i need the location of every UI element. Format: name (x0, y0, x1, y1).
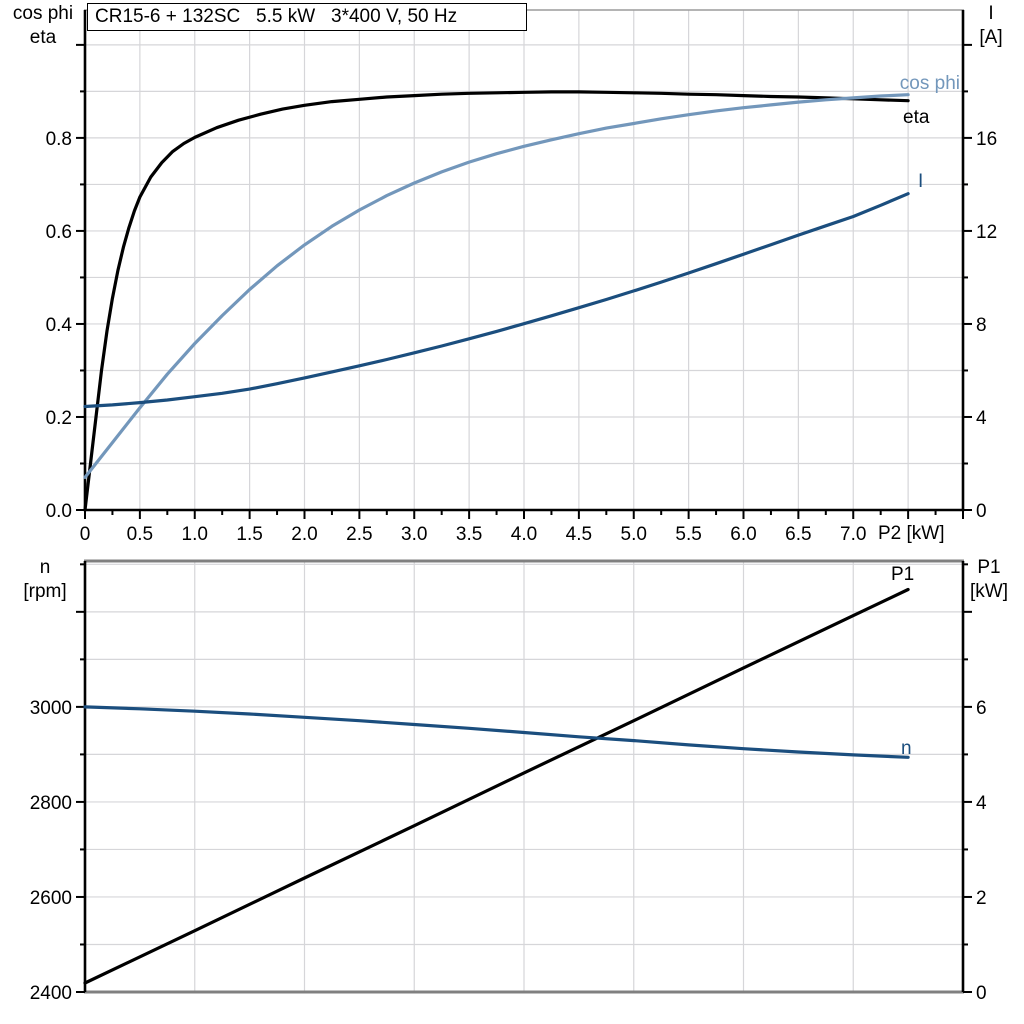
right-tick-label: 4 (976, 408, 987, 429)
axes (83, 561, 965, 992)
left-axis-label-bottom-chart: n [rpm] (6, 556, 84, 604)
x-tick-label: 5.5 (675, 524, 701, 545)
motor-efficiency-chart: 0 0.5 1.0 1.5 2.0 2.5 3.0 3.5 4.0 4.5 5.0 5.5 6.0 6.5… (46, 9, 998, 545)
tick-labels: 2400 2600 2800 3000 0 2 4 6 (30, 698, 987, 1004)
right-tick-label: 0 (976, 983, 987, 1004)
curve-P1 (83, 587, 910, 985)
right-axis-label-line1: I (988, 3, 994, 24)
tick-labels: 0 0.5 1.0 1.5 2.0 2.5 3.0 3.5 4.0 4.5 5.0 5.5 6.0 6.5… (46, 129, 998, 545)
left-tick-label: 0.0 (46, 501, 72, 522)
tick-marks (76, 563, 972, 993)
right-axis-label-top-chart: I [A] (962, 2, 1020, 50)
chart-title: CR15-6 + 132SC 5.5 kW 3*400 V, 50 Hz (95, 6, 458, 27)
right-tick-label: 6 (976, 698, 987, 719)
left-tick-label: 0.4 (46, 315, 73, 336)
x-tick-label: 3.5 (456, 524, 482, 545)
right-tick-label: 16 (976, 129, 997, 150)
curve-I (83, 192, 910, 409)
right-axis-label-line2: [kW] (970, 581, 1008, 602)
left-tick-label: 0.8 (46, 129, 72, 150)
curve-eta (83, 90, 910, 512)
x-tick-label: 3.0 (401, 524, 427, 545)
x-tick-label: 1.5 (236, 524, 262, 545)
tick-marks (76, 43, 972, 519)
right-tick-label: 2 (976, 888, 987, 909)
x-tick-label: 0.5 (127, 524, 153, 545)
curve-label-cos-phi: cos phi (900, 73, 960, 94)
right-tick-label: 8 (976, 315, 987, 336)
left-tick-label: 0.6 (46, 222, 72, 243)
left-tick-label: 3000 (30, 698, 72, 719)
curve-label-I: I (918, 171, 923, 192)
curve-label-eta: eta (903, 107, 930, 128)
left-axis-label-line1: n (39, 557, 51, 578)
x-tick-label: 6.0 (730, 524, 756, 545)
left-axis-label-top-chart: cos phi eta (2, 2, 84, 50)
left-axis-label-line2: eta (29, 27, 57, 48)
curve-n (83, 705, 910, 759)
right-axis-label-line2: [A] (979, 27, 1003, 48)
x-tick-label: 4.0 (511, 524, 537, 545)
x-tick-label: 5.0 (621, 524, 647, 545)
x-tick-label: 7.0 (840, 524, 866, 545)
motor-speed-power-chart: 2400 2600 2800 3000 0 2 4 6 P1 n (30, 559, 987, 1004)
curve-label-n: n (901, 738, 912, 759)
right-axis-label-bottom-chart: P1 [kW] (958, 556, 1020, 604)
left-tick-label: 2800 (30, 793, 72, 814)
x-tick-label: 6.5 (785, 524, 811, 545)
left-tick-label: 0.2 (46, 408, 72, 429)
x-axis-label: P2 [kW] (878, 523, 945, 544)
x-tick-label: 4.5 (566, 524, 592, 545)
curve-label-P1: P1 (891, 564, 914, 585)
left-axis-label-line2: [rpm] (23, 581, 67, 602)
x-tick-label: 1.0 (182, 524, 208, 545)
right-tick-label: 0 (976, 501, 987, 522)
left-tick-label: 2400 (30, 983, 72, 1004)
x-tick-label: 2.5 (346, 524, 372, 545)
gridlines (85, 10, 963, 510)
curve-cos-phi (83, 93, 910, 479)
chart-title-box: CR15-6 + 132SC 5.5 kW 3*400 V, 50 Hz (87, 3, 527, 31)
right-tick-label: 4 (976, 793, 987, 814)
left-axis-label-line1: cos phi (12, 3, 74, 24)
left-tick-label: 2600 (30, 888, 72, 909)
x-tick-label: 0 (80, 524, 91, 545)
x-tick-label: 2.0 (291, 524, 317, 545)
gridlines (85, 561, 963, 992)
right-tick-label: 12 (976, 222, 997, 243)
right-axis-label-line1: P1 (977, 557, 1001, 578)
